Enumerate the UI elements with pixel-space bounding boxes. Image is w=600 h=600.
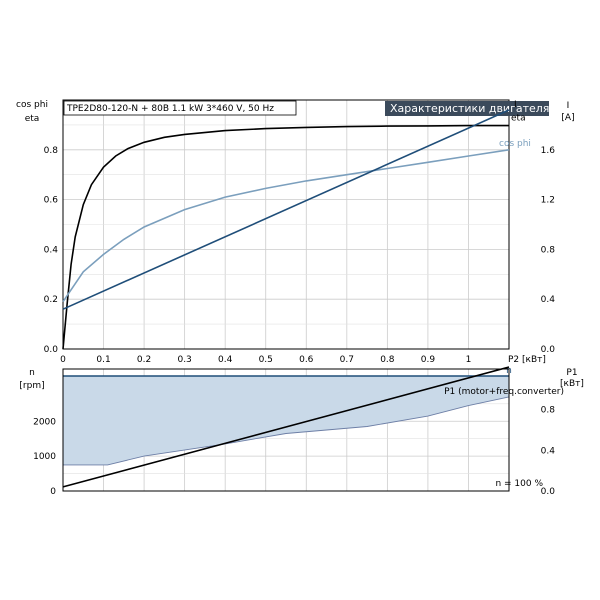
y-right-tick-label: 0.4 — [541, 295, 556, 305]
lower-plot-frame — [62, 368, 510, 492]
speed-range-area — [63, 376, 509, 465]
y-right-tick-label-lower: 0.8 — [541, 406, 556, 416]
y-right-tick-label-lower: 0.0 — [541, 487, 556, 497]
x-tick-label: 0.4 — [218, 355, 233, 365]
y-right-label-i: I — [567, 101, 570, 111]
eta-curve — [62, 124, 509, 350]
y-left-tick-label: 0.8 — [44, 146, 59, 156]
current-line — [62, 109, 510, 310]
upper-chart-ticks: 0 0.1 0.2 0.3 0.4 0.5 0.6 0.7 0.8 0.9 1 0.0 0.2 0.4 0.… — [44, 146, 556, 365]
speed-min-line — [63, 396, 510, 466]
cos-phi-curve — [62, 149, 510, 303]
lower-chart-series: nP1 (motor+freq.converter) — [62, 366, 564, 488]
x-tick-label: 0.2 — [137, 355, 151, 365]
x-tick-label: 0.5 — [259, 355, 273, 365]
x-tick-label: 0.1 — [96, 355, 110, 365]
title-box-text: TPE2D80-120-N + 80B 1.1 kW 3*460 V, 50 H… — [66, 104, 274, 114]
x-tick-label: 0.8 — [380, 355, 395, 365]
x-tick-label: 1 — [466, 355, 472, 365]
upper-plot-frame — [62, 99, 510, 350]
x-tick-label: 0.3 — [177, 355, 191, 365]
title-tag — [385, 101, 549, 116]
y-left-label-eta: eta — [25, 114, 40, 124]
lower-chart-ticks: 0 1000 2000 0.0 0.4 0.8 — [33, 406, 555, 497]
annotation-n-100: n = 100 % — [495, 479, 543, 489]
y-left-tick-label-lower: 1000 — [33, 452, 56, 462]
upper-chart-grid — [62, 100, 509, 350]
y-right-label-kw: [кВт] — [560, 379, 584, 389]
y-left-tick-label: 0.6 — [44, 196, 59, 206]
x-tick-label: 0.7 — [340, 355, 354, 365]
eta-series-label: eta — [511, 114, 526, 124]
x-axis-label: P2 [кВт] — [508, 355, 546, 365]
y-left-label-n: n — [29, 368, 35, 378]
y-left-tick-label: 0.0 — [44, 345, 59, 355]
y-left-tick-label-lower: 0 — [50, 487, 56, 497]
y-left-tick-label: 0.2 — [44, 295, 58, 305]
y-right-tick-label-lower: 0.4 — [541, 446, 556, 456]
y-right-tick-label: 1.6 — [541, 146, 556, 156]
y-right-label-unit: [A] — [561, 113, 574, 123]
y-left-tick-label: 0.4 — [44, 245, 59, 255]
cos-phi-series-label: cos phi — [499, 139, 531, 149]
x-tick-label: 0.6 — [299, 355, 314, 365]
y-left-label-cos-phi: cos phi — [16, 100, 48, 110]
p1-line — [62, 366, 510, 488]
y-left-tick-label-lower: 2000 — [33, 417, 56, 427]
y-right-tick-label: 0.8 — [541, 245, 556, 255]
y-right-tick-label: 1.2 — [541, 196, 555, 206]
x-tick-label: 0.9 — [421, 355, 436, 365]
y-right-tick-label: 0.0 — [541, 345, 556, 355]
title-box — [63, 100, 297, 116]
title-tag-text: Характеристики двигателя — [390, 102, 549, 115]
y-right-label-p1: P1 — [566, 368, 577, 378]
x-tick-label: 0 — [60, 355, 66, 365]
current-series-label: I — [514, 100, 517, 110]
p1-series-label: P1 (motor+freq.converter) — [444, 387, 564, 397]
y-left-label-rpm: [rpm] — [19, 381, 44, 391]
